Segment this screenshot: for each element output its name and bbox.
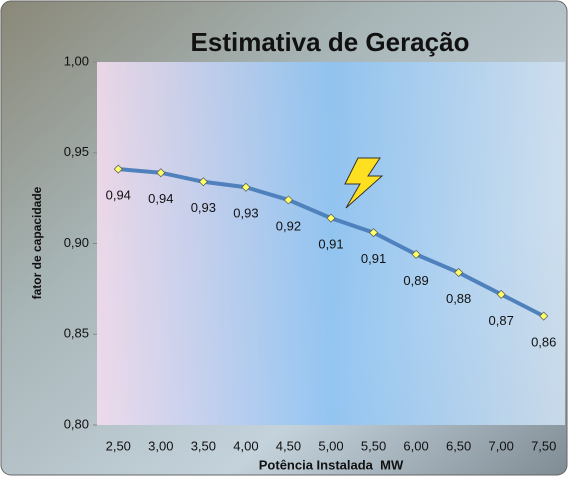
x-tick-label: 6,50 bbox=[446, 438, 471, 453]
y-tick-label: 1,00 bbox=[64, 53, 89, 68]
data-label: 0,94 bbox=[106, 188, 131, 203]
data-label: 0,91 bbox=[318, 237, 343, 252]
data-label: 0,91 bbox=[361, 251, 386, 266]
x-tick-label: 5,50 bbox=[361, 438, 386, 453]
chart-title: Estimativa de Geração bbox=[191, 27, 470, 57]
data-label: 0,93 bbox=[233, 206, 258, 221]
marker bbox=[454, 268, 464, 278]
x-tick-label: 7,50 bbox=[531, 438, 556, 453]
x-axis-label: Potência Instalada MW bbox=[259, 457, 404, 472]
marker bbox=[496, 289, 506, 299]
marker bbox=[113, 164, 123, 174]
x-tick-label: 3,50 bbox=[191, 438, 216, 453]
y-axis-label: fator de capacidade bbox=[30, 186, 44, 299]
plot-area bbox=[97, 62, 565, 425]
y-tick-label: 0,90 bbox=[64, 235, 89, 250]
x-tick-label: 5,00 bbox=[318, 438, 343, 453]
marker bbox=[198, 177, 208, 187]
lightning-icon bbox=[344, 157, 384, 209]
marker bbox=[283, 195, 293, 205]
marker bbox=[369, 228, 379, 238]
marker bbox=[326, 213, 336, 223]
data-label: 0,87 bbox=[489, 313, 514, 328]
y-tick-label: 0,95 bbox=[64, 144, 89, 159]
x-tick-label: 3,00 bbox=[148, 438, 173, 453]
data-label: 0,88 bbox=[446, 291, 471, 306]
data-label: 0,86 bbox=[531, 335, 556, 350]
data-label: 0,89 bbox=[403, 273, 428, 288]
marker bbox=[241, 182, 251, 192]
x-tick-label: 4,00 bbox=[233, 438, 258, 453]
x-tick-label: 2,50 bbox=[106, 438, 131, 453]
y-tick-label: 0,80 bbox=[64, 416, 89, 431]
data-label: 0,93 bbox=[191, 200, 216, 215]
data-label: 0,94 bbox=[148, 191, 173, 206]
x-tick-label: 6,00 bbox=[403, 438, 428, 453]
marker bbox=[539, 311, 549, 321]
x-tick-label: 4,50 bbox=[276, 438, 301, 453]
y-tick-label: 0,85 bbox=[64, 326, 89, 341]
data-label: 0,92 bbox=[276, 218, 301, 233]
marker bbox=[411, 249, 421, 259]
x-tick-label: 7,00 bbox=[489, 438, 514, 453]
marker bbox=[156, 168, 166, 178]
